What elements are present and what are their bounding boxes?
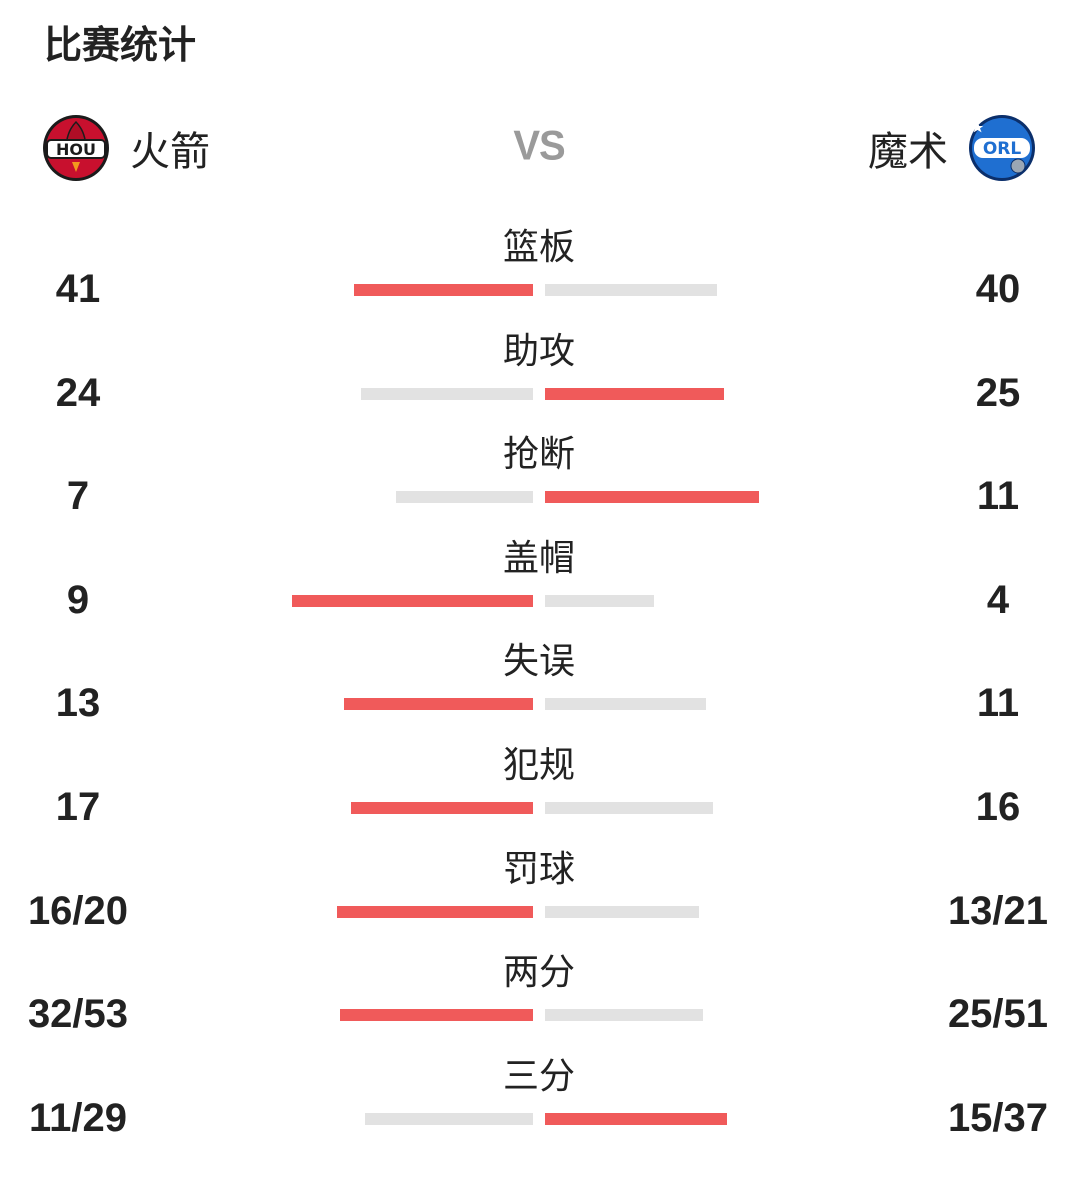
stat-row: 犯规 17 16: [0, 742, 1078, 846]
away-stat-value: 25: [975, 370, 1021, 415]
away-stat-value: 13/21: [947, 888, 1049, 933]
away-stat-value: 25/51: [947, 992, 1049, 1037]
away-stat-bar: [545, 594, 654, 607]
away-stat-bar: [545, 491, 759, 504]
vs-label: VS: [513, 122, 565, 170]
home-stat-value: 13: [55, 681, 101, 726]
rockets-logo-icon: HOU: [43, 115, 109, 181]
home-stat-bar: [351, 801, 533, 814]
home-stat-bar: [340, 1009, 533, 1022]
stat-label: 犯规: [502, 744, 575, 786]
magic-logo-icon: ORL: [969, 115, 1035, 181]
away-stat-value: 11: [976, 681, 1020, 726]
home-stat-bar: [337, 905, 533, 918]
stat-row: 抢断 7 11: [0, 431, 1078, 535]
home-stat-bar: [354, 284, 533, 296]
stat-row: 助攻 24 25: [0, 328, 1078, 432]
home-team-name: 火箭: [130, 129, 210, 175]
home-stat-value: 24: [55, 370, 101, 415]
stat-row: 失误 13 11: [0, 638, 1078, 742]
magic-logo-text: ORL: [983, 139, 1022, 159]
home-stat-value: 9: [66, 577, 90, 622]
home-stat-value: 16/20: [27, 888, 129, 933]
away-stat-bar: [545, 1009, 703, 1022]
away-stat-value: 40: [975, 267, 1021, 311]
stat-label: 三分: [502, 1055, 575, 1097]
home-stat-value: 11/29: [29, 1095, 127, 1140]
home-stat-value: 7: [66, 474, 90, 519]
away-stat-bar: [545, 801, 713, 814]
home-stat-bar: [361, 387, 533, 400]
away-stat-bar: [545, 284, 717, 296]
home-stat-bar: [365, 1112, 533, 1125]
page-title: 比赛统计: [44, 23, 197, 67]
away-stat-value: 4: [986, 577, 1010, 622]
away-stat-bar: [545, 1112, 727, 1125]
stat-row: 篮板 41 40: [0, 224, 1078, 328]
home-stat-bar: [292, 594, 533, 607]
away-stat-bar: [545, 387, 724, 400]
stat-row: 盖帽 9 4: [0, 535, 1078, 639]
home-team[interactable]: HOU 火箭: [42, 112, 210, 184]
away-team[interactable]: 魔术 ORL: [868, 112, 1036, 184]
stat-label: 抢断: [502, 434, 575, 476]
rockets-logo-text: HOU: [56, 140, 96, 159]
stat-label: 失误: [502, 641, 575, 683]
stats-list: 篮板 41 40 助攻 24 25 抢断 7 11 盖帽 9 4 失误 13 11 犯规 17 16 罚球 16/20…: [0, 224, 1078, 1156]
home-stat-value: 41: [55, 267, 101, 311]
home-stat-value: 32/53: [27, 992, 129, 1037]
stat-row: 三分 11/29 15/37: [0, 1053, 1078, 1157]
home-stat-value: 17: [55, 784, 101, 829]
stat-row: 两分 32/53 25/51: [0, 949, 1078, 1053]
away-team-name: 魔术: [868, 129, 948, 175]
away-stat-value: 11: [976, 474, 1020, 519]
stat-label: 盖帽: [502, 537, 575, 579]
away-stat-bar: [545, 698, 706, 711]
home-stat-bar: [344, 698, 533, 711]
away-stat-value: 15/37: [947, 1095, 1049, 1140]
away-stat-value: 16: [975, 784, 1021, 829]
stat-label: 两分: [502, 952, 575, 994]
stat-label: 罚球: [502, 848, 575, 890]
stat-row: 罚球 16/20 13/21: [0, 846, 1078, 950]
away-stat-bar: [545, 905, 699, 918]
stat-label: 篮板: [502, 227, 575, 268]
home-stat-bar: [396, 491, 533, 504]
stat-label: 助攻: [502, 330, 575, 372]
